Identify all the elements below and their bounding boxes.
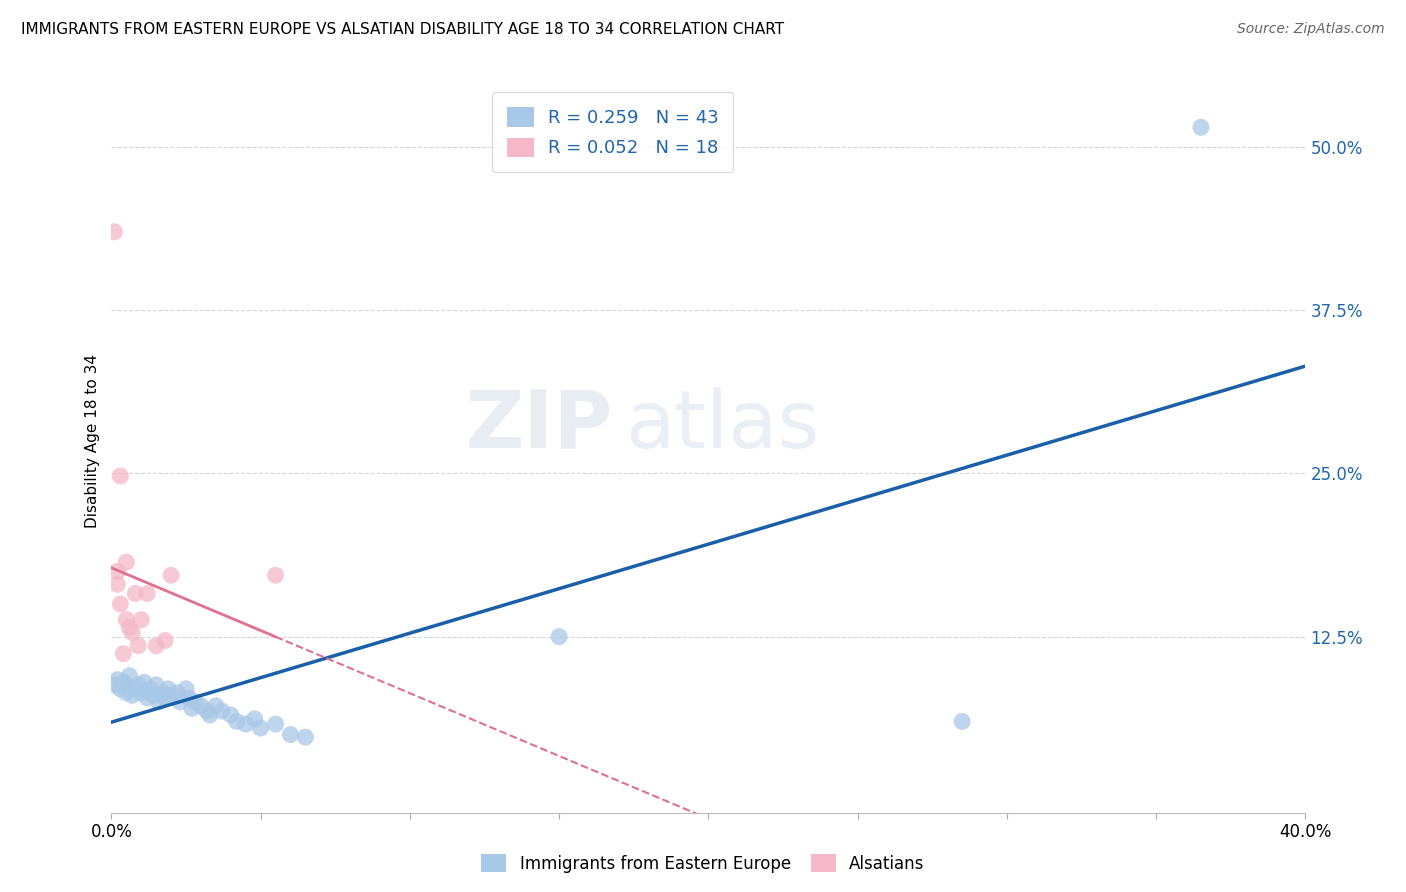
Text: ZIP: ZIP [465,387,613,465]
Point [110,469,132,483]
Point [134,675,156,690]
Point [121,625,143,640]
Point [225,714,247,729]
Point [169,695,191,709]
Point [264,568,287,582]
Point [115,686,138,700]
Point [136,690,159,705]
Point [115,555,138,569]
Point [139,681,162,696]
Point [243,712,266,726]
Point [148,695,170,709]
Point [121,689,143,703]
Point [153,690,176,705]
Point [118,669,141,683]
Point [124,681,146,696]
Point [205,698,228,713]
Point [198,708,221,723]
Point [160,689,183,703]
Point [150,686,173,700]
Point [142,689,165,703]
Point [174,681,197,696]
Point [103,678,125,692]
Point [264,717,287,731]
Legend: R = 0.259   N = 43, R = 0.052   N = 18: R = 0.259 N = 43, R = 0.052 N = 18 [492,93,734,172]
Point [129,613,152,627]
Text: atlas: atlas [624,387,820,465]
Point [157,681,180,696]
Point [219,708,242,723]
Point [184,695,207,709]
Point [160,568,183,582]
Point [103,225,125,239]
Point [110,681,132,696]
Text: IMMIGRANTS FROM EASTERN EUROPE VS ALSATIAN DISABILITY AGE 18 TO 34 CORRELATION C: IMMIGRANTS FROM EASTERN EUROPE VS ALSATI… [21,22,785,37]
Point [136,586,159,600]
Point [145,678,167,692]
Point [110,597,132,611]
Point [153,633,176,648]
Point [115,678,138,692]
Point [124,586,146,600]
Point [235,717,257,731]
Point [127,639,149,653]
Point [249,721,271,735]
Y-axis label: Disability Age 18 to 34: Disability Age 18 to 34 [86,354,100,528]
Point [181,701,204,715]
Point [145,639,167,653]
Point [1189,120,1212,135]
Point [211,704,233,718]
Point [294,730,316,744]
Legend: Immigrants from Eastern Europe, Alsatians: Immigrants from Eastern Europe, Alsatian… [475,847,931,880]
Point [190,698,212,713]
Point [177,690,200,705]
Point [950,714,973,729]
Point [105,673,128,687]
Point [548,630,571,644]
Point [129,686,152,700]
Text: Source: ZipAtlas.com: Source: ZipAtlas.com [1237,22,1385,37]
Point [280,727,302,741]
Point [112,675,135,690]
Point [105,564,128,578]
Point [166,686,188,700]
Point [105,577,128,591]
Point [127,678,149,692]
Point [115,613,138,627]
Point [118,620,141,634]
Point [112,647,135,661]
Point [195,704,218,718]
